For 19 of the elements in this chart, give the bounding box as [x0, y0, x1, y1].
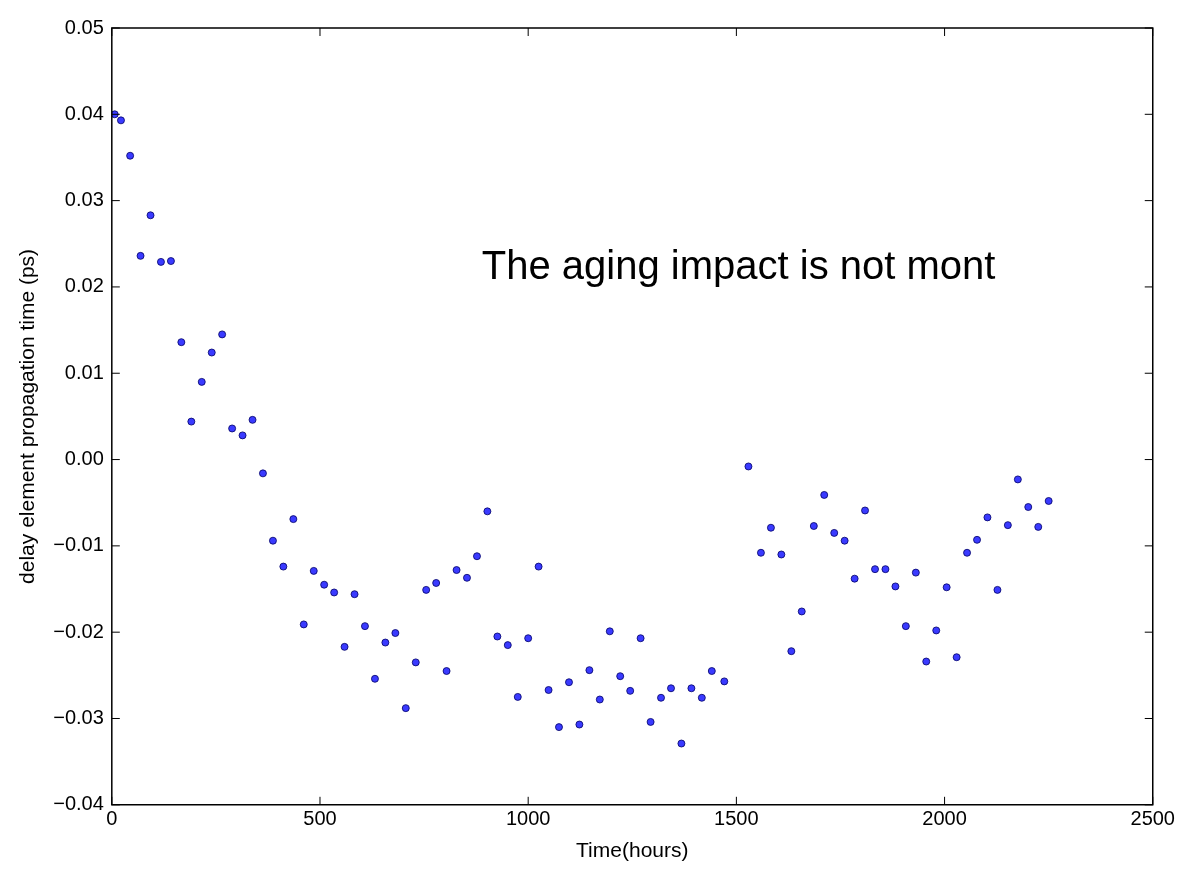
y-tick-label: 0.01 — [64, 360, 104, 383]
y-tick-label: −0.01 — [53, 533, 104, 556]
x-tick-label: 500 — [303, 807, 337, 830]
y-tick-label: 0.03 — [64, 188, 104, 211]
x-axis-title: Time(hours) — [576, 838, 689, 862]
y-axis-title: delay element propagation time (ps) — [15, 248, 39, 584]
x-tick-label: 2500 — [1130, 807, 1175, 830]
x-tick-label: 0 — [106, 807, 118, 830]
y-tick-label: −0.04 — [53, 792, 104, 815]
y-tick-label: 0.04 — [64, 101, 104, 124]
y-tick-label: −0.03 — [53, 706, 104, 728]
y-tick-label: 0.00 — [64, 447, 104, 470]
y-tick-label: −0.02 — [53, 619, 104, 642]
x-tick-label: 1500 — [714, 807, 759, 830]
annotation: The aging impact is not mont — [481, 243, 996, 288]
x-tick-label: 1000 — [505, 807, 551, 830]
x-tick-label: 2000 — [922, 807, 967, 830]
y-tick-label: 0.02 — [64, 274, 104, 297]
y-tick-label: 0.05 — [64, 15, 104, 38]
